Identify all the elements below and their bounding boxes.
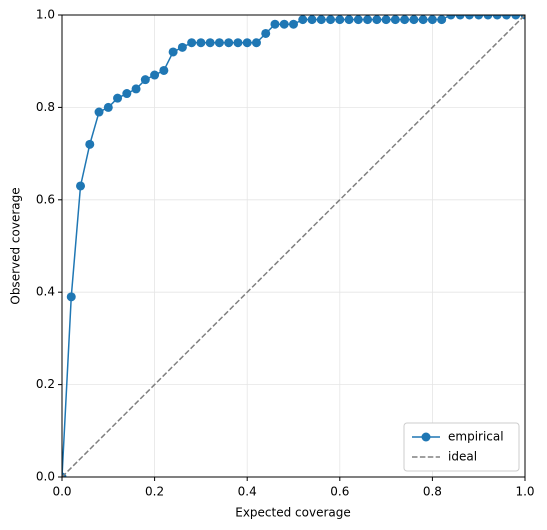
data-point — [464, 15, 474, 20]
y-tick-label: 0.2 — [36, 377, 55, 391]
data-point — [474, 15, 484, 20]
legend-marker — [421, 432, 431, 442]
data-point — [150, 70, 160, 80]
data-point — [390, 15, 400, 25]
data-point — [233, 38, 243, 48]
data-point — [446, 15, 456, 20]
data-point — [224, 38, 234, 48]
x-tick-label: 0.8 — [423, 485, 442, 499]
x-tick-label: 0.0 — [52, 485, 71, 499]
data-point — [353, 15, 363, 25]
data-point — [335, 15, 345, 25]
data-point — [381, 15, 391, 25]
data-point — [409, 15, 419, 25]
series-line — [62, 15, 525, 477]
data-point — [483, 15, 493, 20]
x-axis-label: Expected coverage — [235, 506, 351, 520]
data-point — [205, 38, 215, 48]
data-point — [261, 28, 271, 38]
data-point — [168, 47, 178, 57]
data-point — [400, 15, 410, 25]
data-point — [363, 15, 373, 25]
y-tick-label: 0.6 — [36, 192, 55, 206]
data-point — [242, 38, 252, 48]
data-point — [298, 15, 308, 25]
data-point — [76, 181, 86, 191]
y-tick-label: 1.0 — [36, 8, 55, 22]
data-point — [103, 102, 113, 112]
data-point — [316, 15, 326, 25]
y-axis-label: Observed coverage — [9, 187, 23, 304]
data-point — [427, 15, 437, 25]
data-point — [196, 38, 206, 48]
data-point — [159, 65, 169, 75]
data-point — [131, 84, 141, 94]
data-point — [511, 15, 521, 20]
data-point — [344, 15, 354, 25]
data-point — [177, 42, 187, 52]
data-point — [214, 38, 224, 48]
data-point — [270, 19, 280, 29]
data-point — [492, 15, 502, 20]
data-point — [140, 75, 150, 85]
data-point — [113, 93, 123, 103]
legend-box — [403, 422, 520, 472]
data-point — [501, 15, 511, 20]
x-tick-label: 0.2 — [145, 485, 164, 499]
y-tick-label: 0.8 — [36, 100, 55, 114]
data-point — [279, 19, 289, 29]
data-point — [326, 15, 336, 25]
data-point — [94, 107, 104, 117]
data-point — [187, 38, 197, 48]
y-tick-label: 0.0 — [36, 470, 55, 484]
x-tick-label: 0.4 — [238, 485, 257, 499]
legend-label: empirical — [448, 430, 504, 444]
data-point — [251, 38, 261, 48]
data-point — [289, 19, 298, 29]
data-point — [85, 139, 95, 149]
legend: empirical ideal — [403, 422, 520, 472]
plot-area — [62, 15, 525, 477]
data-point — [437, 15, 447, 25]
data-point — [122, 89, 132, 99]
data-point — [66, 292, 76, 302]
y-tick-label: 0.4 — [36, 285, 55, 299]
legend-label: ideal — [448, 450, 477, 464]
x-tick-label: 0.6 — [330, 485, 349, 499]
data-point — [455, 15, 465, 20]
data-point — [307, 15, 317, 25]
data-point — [418, 15, 428, 25]
axes-frame — [61, 14, 526, 478]
data-point — [372, 15, 382, 25]
x-tick-label: 1.0 — [515, 485, 534, 499]
